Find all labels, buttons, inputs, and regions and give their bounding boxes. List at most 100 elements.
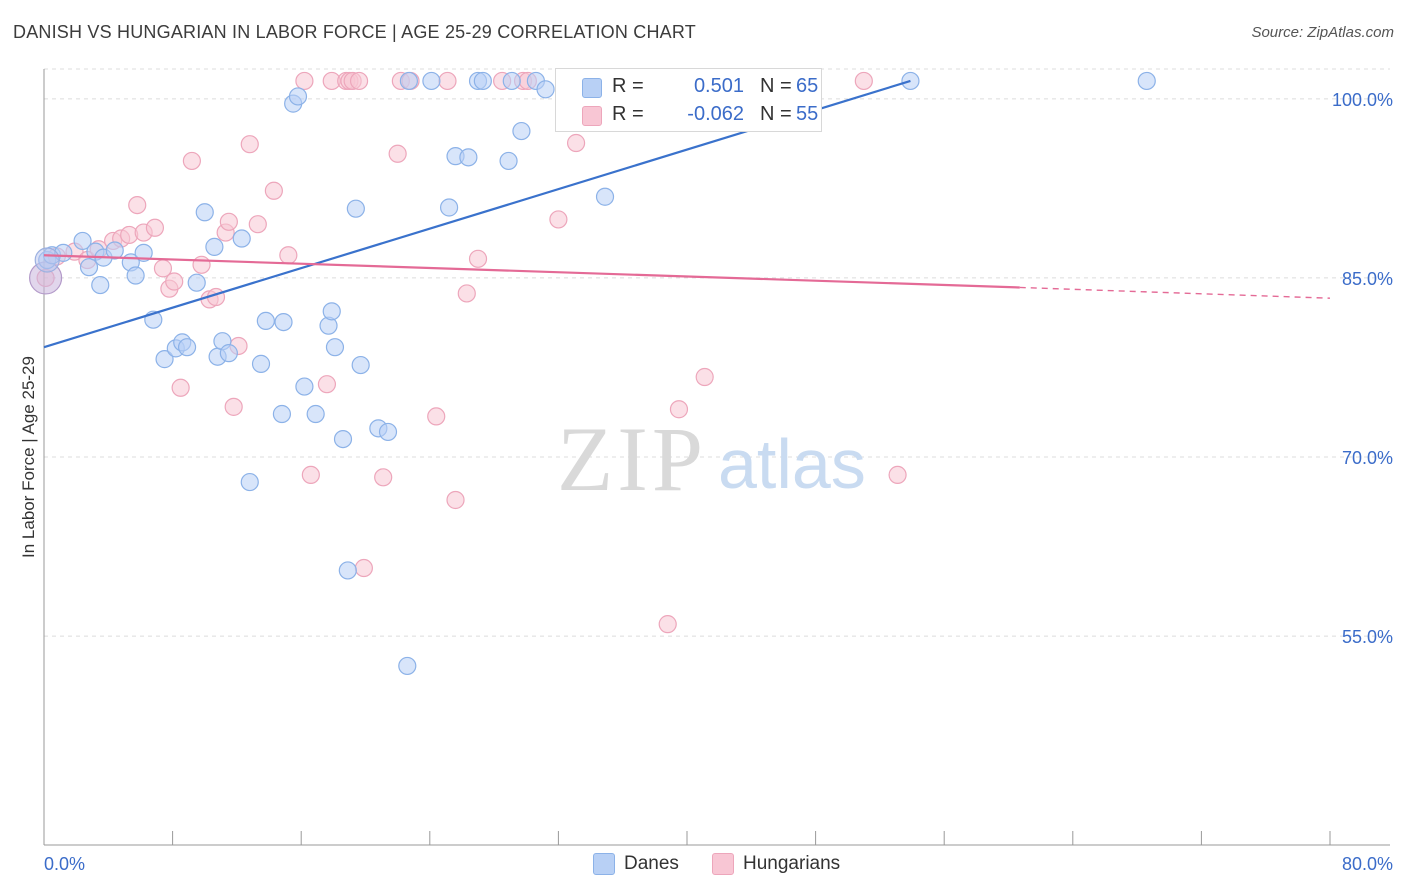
hungarians-point-34 [349, 71, 369, 91]
danes-point-42 [398, 656, 417, 676]
danes-point-22 [219, 344, 238, 363]
hungarians-point-42 [446, 490, 465, 510]
danes-legend-label: Danes [624, 853, 679, 874]
hungarians-point-21 [224, 397, 243, 416]
danes-point-27 [272, 404, 292, 424]
hungarians-point-50 [658, 615, 677, 634]
danes-point-17 [187, 273, 206, 292]
hungarians-point-41 [438, 71, 457, 91]
hungarians-point-53 [854, 71, 873, 91]
danes-point-10 [134, 243, 153, 262]
danes-r-label: R = [612, 75, 644, 97]
danes-point-36 [333, 429, 353, 449]
gridlines [44, 68, 1390, 637]
danes-point-11 [126, 266, 145, 285]
danes-n-label: N = [760, 75, 792, 97]
danes-point-28 [274, 312, 293, 332]
y-axis-title: In Labor Force | Age 25-29 [19, 356, 38, 558]
danes-point-16 [177, 338, 197, 357]
hungarians-point-16 [192, 255, 211, 274]
danes-point-30 [288, 87, 308, 106]
hungarians-swatch [582, 106, 602, 126]
danes-point-23 [232, 229, 251, 248]
danes-point-37 [338, 561, 357, 580]
hungarians-point-44 [468, 249, 488, 268]
hungarians-point-36 [374, 468, 393, 487]
hungarians-trend-extension [1019, 286, 1331, 299]
hungarians-point-37 [388, 144, 407, 163]
hungarians-point-54 [888, 465, 907, 485]
hungarians-point-24 [248, 215, 267, 234]
hungarians-point-8 [128, 195, 147, 215]
hungarians-point-51 [669, 400, 689, 419]
danes-point-43 [399, 71, 419, 91]
danes-swatch [582, 78, 602, 98]
danes-point-44 [422, 71, 441, 91]
danes-point-3 [73, 231, 92, 251]
y-tick-label-55: 55.0% [1342, 627, 1393, 647]
hungarians-point-25 [264, 181, 283, 200]
hungarians-point-35 [354, 558, 373, 578]
watermark-zip: ZIP [557, 408, 707, 510]
danes-point-35 [325, 338, 345, 357]
danes-points [34, 71, 1156, 676]
danes-point-52 [512, 121, 531, 141]
danes-point-25 [251, 354, 271, 373]
x-tick-label-min: 0.0% [44, 854, 85, 874]
hungarians-point-29 [317, 375, 337, 394]
hungarians-point-40 [427, 407, 446, 426]
hungarians-point-27 [295, 71, 314, 91]
y-tick-label-100: 100.0% [1332, 90, 1393, 110]
danes-point-51 [502, 71, 521, 91]
hungarians-legend-swatch [712, 853, 734, 875]
danes-point-7 [105, 241, 124, 260]
danes-point-45 [439, 198, 459, 217]
danes-r-value: 0.501 [693, 75, 744, 97]
y-tick-label-70: 70.0% [1342, 448, 1393, 468]
axis-labels: 55.0% 70.0% 85.0% 100.0% 0.0% 80.0% In Labor F… [19, 90, 1393, 874]
danes-point-32 [306, 404, 325, 424]
hungarians-point-49 [566, 133, 586, 153]
danes-point-54 [536, 80, 555, 99]
y-tick-label-85: 85.0% [1342, 269, 1393, 289]
hungarians-point-13 [165, 272, 184, 291]
axes [43, 69, 1390, 846]
hungarians-r-label: R = [612, 103, 644, 125]
danes-point-31 [295, 377, 314, 396]
hungarians-point-10 [145, 218, 165, 237]
danes-point-4 [79, 258, 99, 277]
x-tick-label-max: 80.0% [1342, 854, 1393, 874]
watermark-atlas: atlas [718, 425, 866, 503]
chart-title: DANISH VS HUNGARIAN IN LABOR FORCE | AGE… [13, 22, 696, 42]
danes-point-49 [473, 71, 492, 91]
correlation-legend: R = 0.501 N = 65 R = -0.062 N = 55 [555, 68, 822, 132]
danes-point-50 [499, 151, 518, 171]
hungarians-point-23 [240, 135, 259, 154]
hungarians-n-value: 55 [796, 103, 819, 125]
danes-point-61 [1137, 71, 1156, 91]
danes-point-38 [346, 199, 365, 218]
watermark: ZIP atlas [557, 408, 866, 510]
danes-point-18 [195, 203, 214, 222]
hungarians-point-14 [171, 378, 190, 397]
danes-point-8 [91, 275, 110, 295]
danes-point-26 [256, 311, 275, 331]
source-label: Source: ZipAtlas.com [1251, 24, 1394, 41]
hungarians-point-15 [182, 151, 201, 171]
danes-cluster-point [34, 247, 60, 273]
hungarians-point-48 [549, 210, 568, 229]
hungarians-point-26 [279, 246, 298, 265]
danes-point-41 [378, 422, 398, 442]
danes-point-55 [595, 187, 615, 206]
hungarians-trend-line [43, 254, 1020, 289]
danes-point-39 [351, 355, 370, 375]
danes-n-value: 65 [796, 75, 819, 97]
danes-point-34 [322, 302, 341, 321]
danes-point-47 [459, 148, 478, 167]
danes-point-24 [240, 472, 259, 492]
hungarians-point-28 [301, 465, 320, 485]
hungarians-point-52 [695, 367, 714, 387]
hungarians-r-value: -0.062 [687, 103, 744, 125]
danes-legend-swatch [593, 853, 615, 875]
